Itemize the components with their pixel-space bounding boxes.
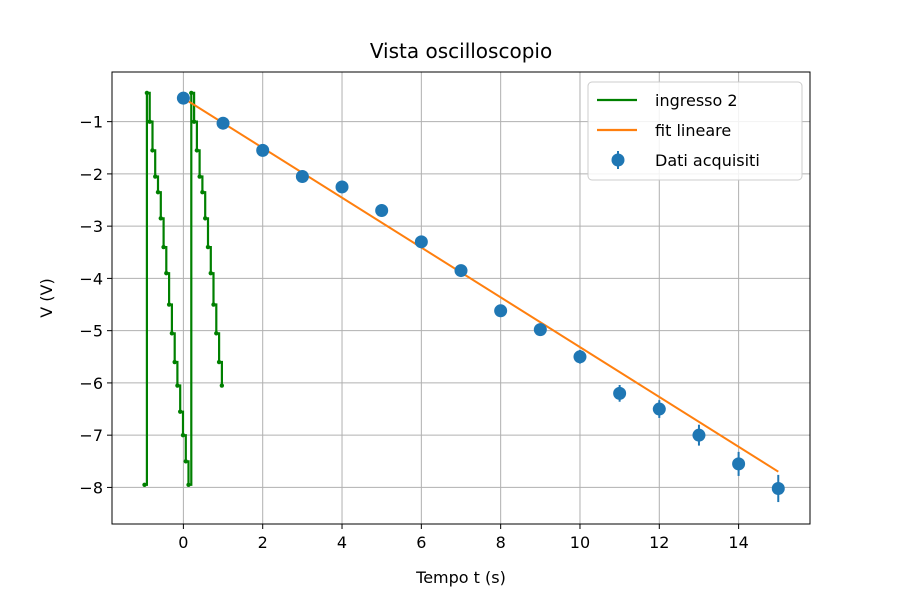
data-point (454, 264, 468, 278)
signal-point (161, 244, 166, 250)
legend-label: fit lineare (655, 121, 731, 140)
signal-point (189, 90, 194, 96)
data-point (613, 386, 627, 400)
data-point (375, 203, 389, 217)
signal-point (178, 409, 183, 414)
chart-title: Vista oscilloscopio (370, 39, 552, 63)
signal-point (144, 90, 150, 96)
signal-point (142, 482, 147, 488)
y-tick-label: −3 (79, 217, 103, 236)
data-point (573, 350, 587, 364)
axis-ticks: 0 2 4 6 8 10 12 14 −1 −2 −3 −4 −5 −6 −7 −8 (79, 113, 748, 552)
x-tick-label: 4 (337, 533, 347, 552)
data-point (692, 428, 706, 442)
signal-point (175, 383, 180, 388)
data-point (216, 116, 230, 130)
y-tick-label: −4 (79, 269, 103, 288)
y-axis-label: V (V) (37, 278, 56, 317)
signal-point (200, 189, 205, 195)
data-point (771, 481, 785, 495)
signal-point (186, 482, 191, 488)
signal-point (216, 359, 222, 365)
signal-point (197, 174, 202, 179)
signal-point (164, 270, 169, 276)
y-tick-label: −1 (79, 113, 103, 132)
fit-line (182, 97, 779, 473)
legend-marker-swatch (611, 153, 625, 167)
data-point (176, 91, 190, 105)
legend-box (587, 81, 803, 181)
signal-point (219, 383, 225, 388)
plot-series (142, 90, 785, 503)
x-tick-label: 10 (570, 533, 590, 552)
signal-point (183, 459, 188, 464)
x-tick-label: 12 (649, 533, 669, 552)
x-tick-label: 8 (496, 533, 506, 552)
x-tick-label: 2 (258, 533, 268, 552)
legend: ingresso 2 fit lineare Dati acquisiti (587, 81, 803, 181)
grid (112, 72, 810, 524)
y-tick-label: −7 (79, 426, 103, 445)
y-tick-label: −6 (79, 374, 103, 393)
legend-label: Dati acquisiti (655, 151, 760, 170)
signal-point (172, 359, 177, 365)
signal-point (147, 119, 152, 124)
x-axis-label: Tempo t (s) (415, 568, 506, 587)
x-tick-label: 0 (178, 533, 188, 552)
signal-point (191, 119, 197, 124)
y-tick-label: −8 (79, 478, 103, 497)
data-point (295, 170, 309, 184)
signal-point (153, 174, 158, 179)
data-point (732, 457, 746, 471)
signal-point (155, 189, 161, 195)
x-tick-label: 6 (416, 533, 426, 552)
signal-point (205, 244, 211, 250)
signal-point (158, 216, 163, 221)
signal-point (180, 432, 186, 438)
signal-point (208, 270, 213, 276)
y-tick-label: −2 (79, 165, 103, 184)
signal-point (214, 331, 219, 336)
data-point (652, 402, 666, 416)
data-point (494, 304, 508, 318)
data-point (335, 180, 349, 194)
plot-frame (111, 71, 811, 525)
legend-label: ingresso 2 (655, 91, 738, 110)
y-tick-label: −5 (79, 322, 103, 341)
signal-point (166, 302, 172, 307)
signal-point (150, 148, 155, 153)
signal-point (202, 216, 208, 221)
data-point (414, 235, 428, 249)
data-point (256, 143, 270, 157)
signal-point (169, 331, 175, 336)
signal-point (194, 148, 200, 153)
data-point (533, 323, 547, 337)
signal-point (211, 302, 216, 307)
x-tick-label: 14 (728, 533, 748, 552)
